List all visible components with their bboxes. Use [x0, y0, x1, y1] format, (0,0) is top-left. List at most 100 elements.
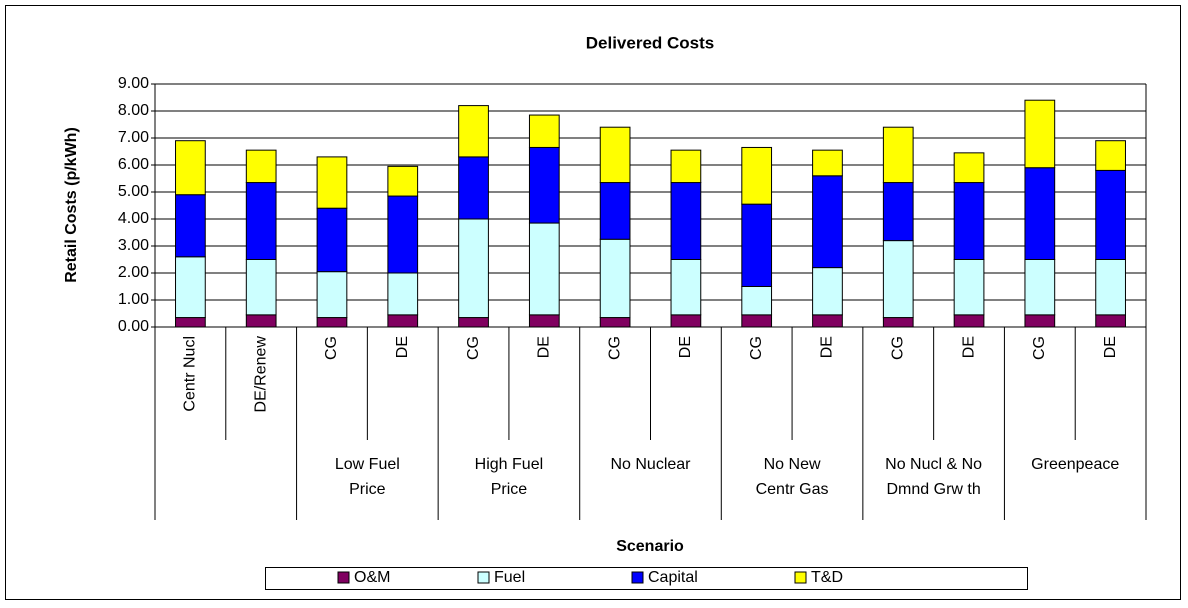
bar-segment [1024, 99, 1056, 169]
bar-segment [458, 156, 489, 220]
x-axis-title: Scenario [616, 538, 684, 555]
x-tick-label: CG [889, 336, 906, 360]
bar-segment [175, 140, 206, 196]
y-tick-label: 0.00 [118, 318, 149, 335]
legend-swatch [477, 571, 490, 584]
group-label: Low Fuel Price [334, 456, 400, 498]
bar-segment [175, 194, 206, 258]
legend-label: T&D [811, 569, 843, 586]
bar-segment [670, 182, 702, 260]
bar-segment [882, 317, 914, 328]
bar-segment [599, 317, 631, 328]
bar-segment [1095, 140, 1126, 171]
group-label-box: No Nucl & No Dmnd Grw th [885, 456, 983, 498]
bar-segment [812, 175, 843, 269]
x-tick-label: DE/Renew [252, 336, 269, 413]
x-tick-label: Centr Nucl [182, 336, 199, 412]
y-tick-label: 4.00 [118, 210, 149, 227]
bar-segment [1024, 259, 1056, 316]
bar-segment [882, 126, 914, 184]
bar-segment [175, 317, 206, 328]
y-tick-label: 7.00 [118, 129, 149, 146]
legend-label: Capital [648, 569, 698, 586]
bar-segment [528, 222, 560, 316]
bar-segment [245, 259, 277, 316]
bar-segment [1095, 169, 1126, 260]
bar-segment [387, 314, 419, 328]
bar-segment [670, 149, 702, 184]
bar-segment [528, 114, 560, 148]
bar-segment [953, 182, 985, 260]
x-tick-label: CG [323, 336, 340, 360]
bar-segment [528, 146, 560, 224]
group-label-box: No Nuclear [610, 456, 691, 473]
bar-segment [245, 182, 277, 260]
bar-segment [458, 105, 489, 158]
y-tick-label: 3.00 [118, 237, 149, 254]
bar-segment [245, 149, 277, 184]
bar-segment [741, 286, 773, 316]
y-tick-label: 9.00 [118, 75, 149, 92]
bar-segment [953, 152, 985, 184]
legend-swatch [794, 571, 807, 584]
x-tick-label: DE [1102, 336, 1119, 358]
bar-segment [1024, 314, 1056, 328]
legend-swatch [337, 571, 350, 584]
group-label-box: Greenpeace [1031, 456, 1119, 473]
bar-segment [953, 314, 985, 328]
x-tick-label: DE [960, 336, 977, 358]
x-tick-label: CG [606, 336, 623, 360]
bar-segment [812, 314, 843, 328]
bar-segment [387, 165, 419, 197]
bar-segment [316, 207, 348, 273]
bar-segment [599, 182, 631, 240]
chart-title: Delivered Costs [586, 33, 715, 52]
bar-segment [670, 259, 702, 316]
bar-segment [458, 218, 489, 319]
y-tick-label: 6.00 [118, 156, 149, 173]
bar-segment [316, 317, 348, 328]
y-axis-title: Retail Costs (p/kWh) [63, 127, 80, 283]
bar-segment [1095, 259, 1126, 316]
bar-segment [387, 272, 419, 316]
y-tick-label: 1.00 [118, 291, 149, 308]
legend [265, 567, 1028, 590]
bar-segment [882, 182, 914, 242]
group-label: No Nuclear [610, 456, 691, 473]
x-tick-label: CG [748, 336, 765, 360]
y-tick-label: 8.00 [118, 102, 149, 119]
y-tick-label: 2.00 [118, 264, 149, 281]
group-label-box: Low Fuel Price [334, 456, 400, 498]
bar-segment [316, 271, 348, 319]
legend-label: Fuel [494, 569, 525, 586]
bar-segment [741, 203, 773, 287]
x-tick-label: CG [1031, 336, 1048, 360]
x-tick-label: CG [465, 336, 482, 360]
group-label-box: High Fuel Price [475, 456, 543, 498]
bar-segment [599, 238, 631, 319]
bar-segment [1024, 167, 1056, 260]
bar-segment [599, 126, 631, 184]
legend-swatch [631, 571, 644, 584]
bar-segment [741, 146, 773, 205]
bar-segment [1095, 314, 1126, 328]
bar-segment [882, 240, 914, 319]
group-label-box: No New Centr Gas [755, 456, 829, 498]
bar-segment [953, 259, 985, 316]
x-tick-label: DE [394, 336, 411, 358]
x-tick-label: DE [819, 336, 836, 358]
bar-segment [812, 267, 843, 316]
x-tick-label: DE [536, 336, 553, 358]
group-label: No New Centr Gas [755, 456, 829, 498]
bar-segment [245, 314, 277, 328]
bar-segment [316, 156, 348, 209]
group-label: No Nucl & No Dmnd Grw th [885, 456, 983, 498]
bar-segment [458, 317, 489, 328]
x-tick-label: DE [677, 336, 694, 358]
bar-segment [812, 149, 843, 177]
y-tick-label: 5.00 [118, 183, 149, 200]
bar-segment [670, 314, 702, 328]
bar-segment [175, 256, 206, 319]
bar-segment [387, 195, 419, 274]
